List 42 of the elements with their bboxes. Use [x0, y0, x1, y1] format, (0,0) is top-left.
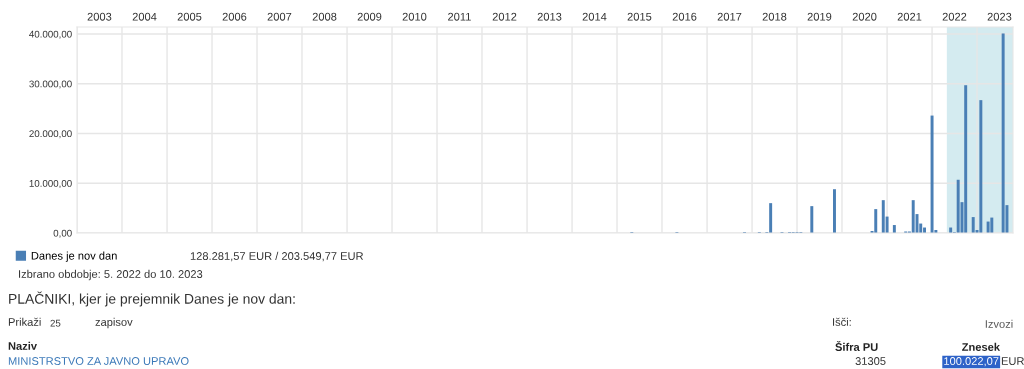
- x-tick-label: 2016: [672, 12, 697, 21]
- y-tick-label: 20.000,00: [29, 130, 72, 139]
- text: Išči:: [833, 317, 851, 326]
- text: Izbrano obdobje: 5. 2022 do 10. 2023: [19, 269, 203, 281]
- x-tick-label: 2022: [942, 12, 967, 21]
- x-tick-label: 2008: [312, 12, 337, 21]
- text: zapisov: [95, 317, 133, 329]
- text: Izvozi: [985, 319, 1013, 328]
- x-tick-label: 2019: [807, 12, 832, 21]
- text: 128.281,57 EUR / 203.549,77 EUR: [190, 251, 364, 262]
- x-tick-label: 2023: [987, 12, 1012, 21]
- y-tick-label: 0,00: [53, 229, 72, 238]
- x-tick-label: 2014: [582, 12, 607, 21]
- x-tick-label: 2005: [177, 12, 202, 21]
- text: EUR: [1001, 357, 1024, 365]
- y-tick-label: 10.000,00: [29, 179, 72, 189]
- x-tick-label: 2015: [627, 12, 652, 21]
- x-tick-label: 2012: [492, 12, 517, 21]
- text: Šifra PU: [835, 340, 878, 351]
- text: Prikaži: [8, 317, 41, 326]
- x-tick-label: 2006: [222, 12, 247, 21]
- x-tick-label: 2013: [537, 12, 562, 21]
- x-tick-label: 2017: [717, 12, 742, 21]
- y-tick-label: 40.000,00: [29, 30, 72, 39]
- x-tick-label: 2018: [762, 12, 787, 21]
- text: 100.022,07: [944, 357, 999, 367]
- text: Naziv: [8, 341, 37, 350]
- text: MINISTRSTVO ZA JAVNO UPRAVO: [8, 357, 189, 365]
- text: 31305: [855, 357, 886, 365]
- x-tick-label: 2007: [267, 12, 292, 21]
- text: 25: [50, 319, 61, 327]
- x-tick-label: 2010: [402, 12, 427, 21]
- y-tick-label: 30.000,00: [29, 80, 72, 89]
- x-tick-label: 2009: [357, 12, 382, 21]
- text: PLAČNIKI, kjer je prejemnik Danes je nov dan:: [9, 291, 295, 307]
- x-tick-label: 2011: [448, 12, 471, 21]
- x-tick-label: 2021: [897, 12, 922, 21]
- legend-label: Danes je nov dan: [31, 251, 117, 262]
- x-tick-label: 2020: [852, 12, 877, 21]
- x-tick-label: 2004: [132, 12, 157, 21]
- x-tick-label: 2003: [87, 12, 112, 21]
- text: Znesek: [962, 342, 1001, 351]
